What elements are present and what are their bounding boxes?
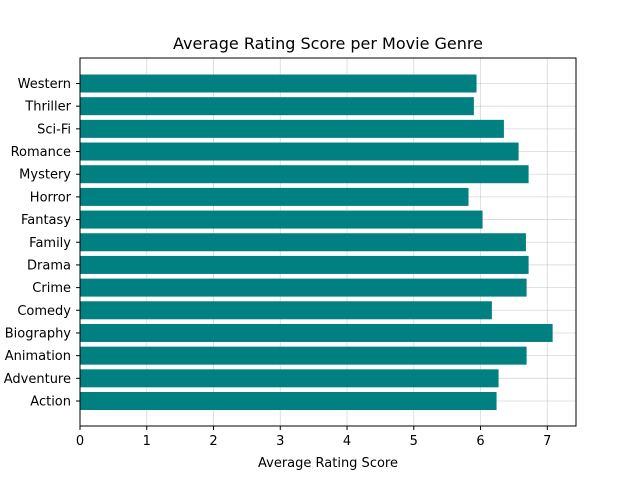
y-tick-label: Biography [5, 326, 72, 341]
bar-biography [80, 323, 553, 342]
chart-title: Average Rating Score per Movie Genre [173, 34, 483, 53]
bar-sci-fi [80, 119, 504, 138]
y-tick-label: Fantasy [21, 213, 71, 228]
bar-mystery [80, 165, 529, 184]
x-tick-label: 6 [476, 434, 484, 449]
x-axis-label: Average Rating Score [258, 456, 398, 471]
bar-animation [80, 346, 527, 365]
bar-western [80, 74, 477, 93]
bar-fantasy [80, 210, 483, 229]
bar-adventure [80, 369, 499, 388]
y-tick-label: Sci-Fi [37, 122, 71, 137]
y-tick-label: Family [29, 236, 71, 251]
y-tick-label: Crime [32, 281, 71, 296]
x-tick-label: 2 [209, 434, 217, 449]
x-tick-label: 4 [343, 434, 351, 449]
x-axis-ticks: 0 1 2 3 4 5 6 7 [76, 426, 551, 449]
bar-crime [80, 278, 527, 297]
y-tick-label: Adventure [4, 372, 71, 387]
x-tick-label: 5 [410, 434, 418, 449]
x-tick-label: 1 [143, 434, 151, 449]
bar-drama [80, 255, 529, 274]
x-tick-label: 7 [543, 434, 551, 449]
bar-romance [80, 142, 519, 161]
y-tick-label: Horror [30, 190, 72, 205]
bars [80, 74, 553, 410]
y-tick-label: Western [18, 77, 71, 92]
x-tick-label: 3 [276, 434, 284, 449]
bar-thriller [80, 97, 474, 116]
bar-horror [80, 187, 469, 206]
y-axis-ticks: Action Adventure Animation Biography Comedy C… [4, 77, 80, 410]
bar-family [80, 233, 526, 252]
x-tick-label: 0 [76, 434, 84, 449]
bar-comedy [80, 301, 492, 320]
y-tick-label: Comedy [17, 304, 71, 319]
y-tick-label: Animation [5, 349, 71, 364]
y-tick-label: Thriller [24, 100, 71, 115]
y-tick-label: Drama [27, 258, 71, 273]
y-tick-label: Action [30, 395, 71, 410]
bar-action [80, 392, 497, 410]
y-tick-label: Mystery [19, 168, 71, 183]
y-tick-label: Romance [11, 145, 71, 160]
